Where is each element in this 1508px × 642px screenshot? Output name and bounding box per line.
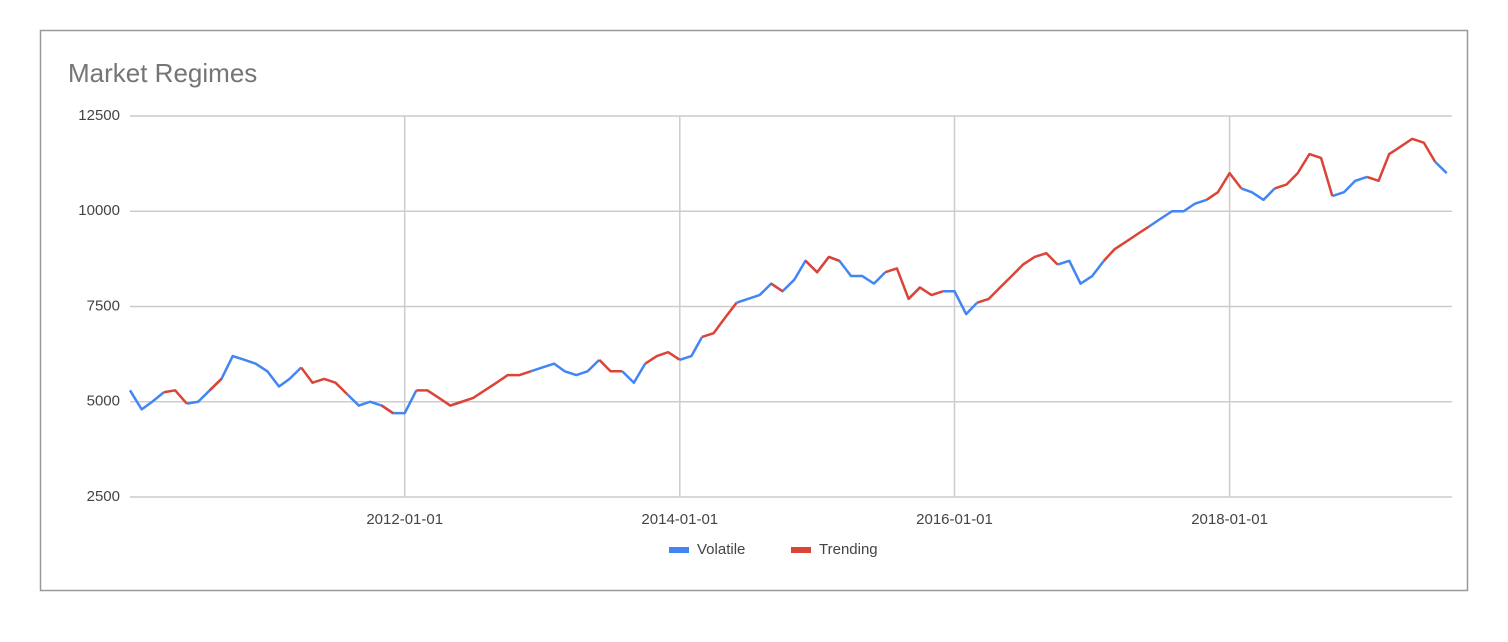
y-tick-label: 10000 [78,202,120,219]
chart-frame [39,29,1469,592]
y-tick-label: 2500 [87,488,120,505]
chart-title: Market Regimes [68,58,257,88]
y-tick-label: 7500 [87,297,120,314]
legend-swatch [791,547,811,553]
y-tick-label: 5000 [87,393,120,410]
y-tick-label: 12500 [78,107,120,124]
legend-label: Trending [819,541,878,558]
x-tick-label: 2018-01-01 [1191,511,1268,528]
x-tick-label: 2014-01-01 [641,511,718,528]
series-line [163,137,1437,415]
legend-swatch [669,547,689,553]
x-tick-label: 2012-01-01 [366,511,443,528]
legend-label: Volatile [697,541,745,558]
x-tick-label: 2016-01-01 [916,511,993,528]
